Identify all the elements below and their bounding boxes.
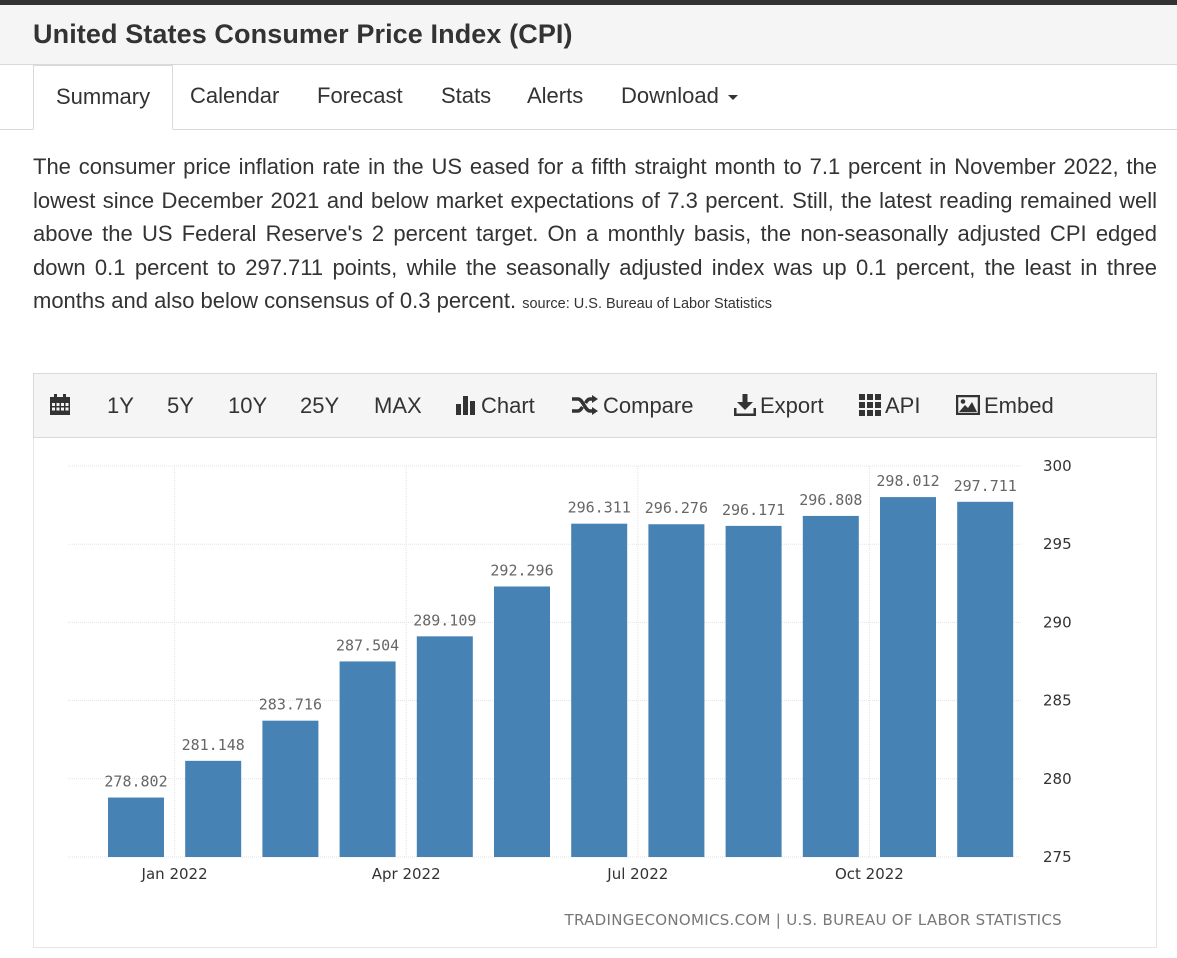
tab-forecast[interactable]: Forecast xyxy=(317,65,403,130)
range-10y-button[interactable]: 10Y xyxy=(228,393,268,418)
compare-label: Compare xyxy=(603,393,694,418)
data-label: 296.808 xyxy=(799,491,862,509)
data-label: 296.311 xyxy=(568,499,631,517)
x-tick-label: Jan 2022 xyxy=(141,865,208,883)
y-tick-label: 275 xyxy=(1043,848,1072,866)
api-label: API xyxy=(885,393,921,418)
top-border xyxy=(0,0,1177,5)
data-label: 296.276 xyxy=(645,499,708,517)
tab-alerts[interactable]: Alerts xyxy=(527,65,583,130)
data-label: 296.171 xyxy=(722,501,785,519)
data-label: 283.716 xyxy=(259,696,322,714)
shuffle-icon xyxy=(572,395,598,416)
grid-icon xyxy=(859,394,881,417)
chart-type-button[interactable]: Chart xyxy=(455,374,535,437)
y-tick-label: 300 xyxy=(1043,457,1072,475)
bar xyxy=(108,797,164,857)
bar xyxy=(880,497,936,857)
bar xyxy=(185,760,242,857)
description: The consumer price inflation rate in the… xyxy=(33,150,1157,322)
y-tick-label: 285 xyxy=(1043,692,1072,710)
range-max-button[interactable]: MAX xyxy=(374,393,422,418)
bar xyxy=(494,586,550,857)
y-tick-label: 280 xyxy=(1043,770,1072,788)
bar xyxy=(725,525,782,857)
bar-chart-icon xyxy=(456,396,475,416)
bar xyxy=(802,515,859,857)
chart-credit: TRADINGECONOMICS.COM | U.S. BUREAU OF LA… xyxy=(564,911,1062,929)
calendar-icon xyxy=(50,394,70,416)
bar-chart: 275 280 285 290 295 300 278.802 281.148 283.716 2… xyxy=(68,457,1072,929)
x-tick-label: Oct 2022 xyxy=(835,865,904,883)
tab-label: Download xyxy=(621,83,719,108)
tab-download[interactable]: Download xyxy=(621,65,738,130)
data-label: 292.296 xyxy=(490,561,553,579)
data-label: 289.109 xyxy=(413,611,476,629)
download-icon xyxy=(733,394,757,417)
bar xyxy=(571,523,628,857)
tab-label: Calendar xyxy=(190,83,280,108)
bar xyxy=(957,501,1014,857)
compare-button[interactable]: Compare xyxy=(571,374,693,437)
y-tick-label: 290 xyxy=(1043,613,1072,631)
range-5y-button[interactable]: 5Y xyxy=(167,393,194,418)
tab-label: Stats xyxy=(441,83,492,108)
data-label: 281.148 xyxy=(182,736,245,754)
tab-bar: Summary Calendar Forecast Stats Alerts D… xyxy=(0,65,1177,130)
range-1y-button[interactable]: 1Y xyxy=(107,393,134,418)
bar xyxy=(262,720,319,857)
title-bar: United States Consumer Price Index (CPI) xyxy=(0,5,1177,65)
source-note: source: U.S. Bureau of Labor Statistics xyxy=(522,296,773,312)
description-text: The consumer price inflation rate in the… xyxy=(33,154,1157,313)
export-label: Export xyxy=(760,393,824,418)
chart-label: Chart xyxy=(481,393,535,418)
tab-label: Alerts xyxy=(527,83,584,108)
image-icon xyxy=(955,394,981,416)
bar xyxy=(648,524,705,857)
tab-label: Summary xyxy=(56,84,151,109)
api-button[interactable]: API xyxy=(859,374,920,437)
bar xyxy=(339,661,396,857)
y-tick-label: 295 xyxy=(1043,535,1072,553)
x-tick-label: Jul 2022 xyxy=(606,865,668,883)
data-label: 278.802 xyxy=(104,773,167,791)
chevron-down-icon xyxy=(727,94,738,100)
tab-label: Forecast xyxy=(317,83,403,108)
data-label: 298.012 xyxy=(876,472,939,490)
page-title: United States Consumer Price Index (CPI) xyxy=(33,19,573,49)
chart-toolbar: 1Y 5Y 10Y 25Y MAX Chart Compare Export xyxy=(33,373,1157,438)
x-tick-label: Apr 2022 xyxy=(372,865,441,883)
embed-label: Embed xyxy=(984,393,1054,418)
data-label: 297.711 xyxy=(954,477,1017,495)
calendar-button[interactable] xyxy=(49,374,75,437)
embed-button[interactable]: Embed xyxy=(955,374,1054,437)
range-25y-button[interactable]: 25Y xyxy=(300,393,340,418)
data-label: 287.504 xyxy=(336,636,399,654)
chart-container: 275 280 285 290 295 300 278.802 281.148 283.716 2… xyxy=(33,438,1157,948)
tab-summary[interactable]: Summary xyxy=(33,65,174,130)
export-button[interactable]: Export xyxy=(733,374,824,437)
bar xyxy=(416,636,473,857)
tab-stats[interactable]: Stats xyxy=(441,65,491,130)
tab-calendar[interactable]: Calendar xyxy=(190,65,279,130)
